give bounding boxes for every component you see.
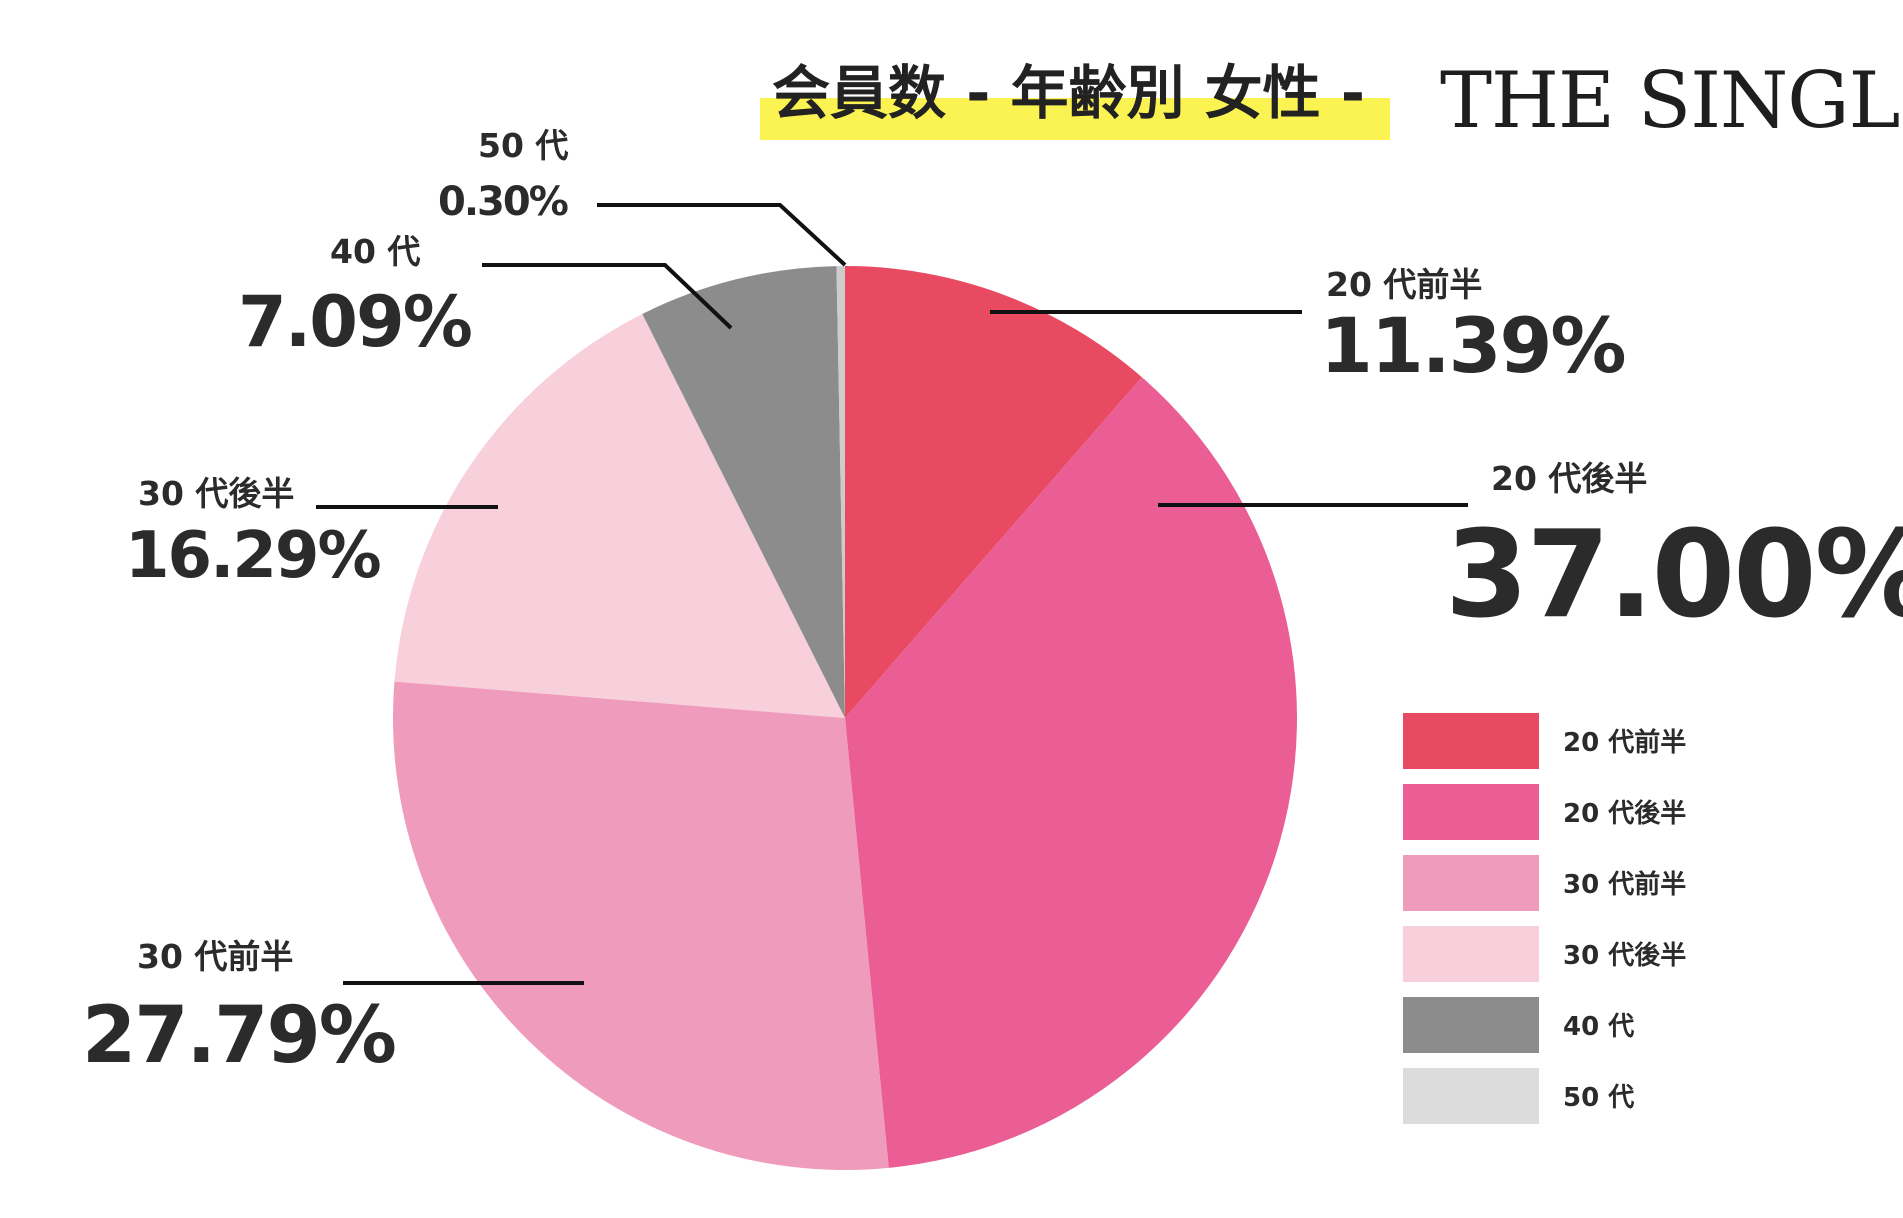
legend-swatch-2 [1403,784,1539,840]
pie-slice-6 [836,266,845,718]
legend-label-5: 40 代 [1563,1012,1634,1042]
pie-slice-2 [845,377,1297,1168]
pie-slice-5 [642,266,845,718]
slice-label-name-6: 50 代 [478,126,568,165]
slice-label-name-2: 20 代後半 [1491,459,1647,498]
legend-label-3: 30 代前半 [1563,869,1686,900]
slice-label-value-3: 27.79% [82,991,395,1081]
legend-label-4: 30 代後半 [1563,940,1686,971]
legend: 20 代前半 20 代後半 30 代前半 30 代後半 40 代 50 代 [1403,713,1686,1124]
legend-label-6: 50 代 [1563,1083,1634,1113]
legend-swatch-4 [1403,926,1539,982]
chart-title: 会員数 - 年齢別 女性 - [772,59,1365,127]
slice-label-name-5: 40 代 [330,232,420,271]
slice-label-name-1: 20 代前半 [1326,265,1482,304]
legend-label-2: 20 代後半 [1563,798,1686,829]
leader-lines [316,203,1468,985]
legend-swatch-1 [1403,713,1539,769]
slice-label-value-6: 0.30% [438,179,568,225]
brand-logo: THE SINGLE [1440,56,1903,146]
leader-line-6 [597,203,847,267]
pie-slice-1 [845,266,1142,718]
pie-slice-3 [393,681,889,1170]
slice-label-value-5: 7.09% [238,281,471,363]
legend-label-1: 20 代前半 [1563,727,1686,758]
legend-swatch-5 [1403,997,1539,1053]
leader-line-5 [482,263,733,330]
title-highlight [760,98,1390,140]
pie-slice-4 [394,313,845,718]
slice-label-name-4: 30 代後半 [138,474,294,513]
legend-swatch-3 [1403,855,1539,911]
pie-slices [393,266,1297,1170]
slice-label-value-1: 11.39% [1320,301,1625,390]
slice-label-value-4: 16.29% [125,519,380,593]
legend-swatch-6 [1403,1068,1539,1124]
slice-label-value-2: 37.00% [1445,506,1903,645]
slice-label-name-3: 30 代前半 [137,937,293,976]
